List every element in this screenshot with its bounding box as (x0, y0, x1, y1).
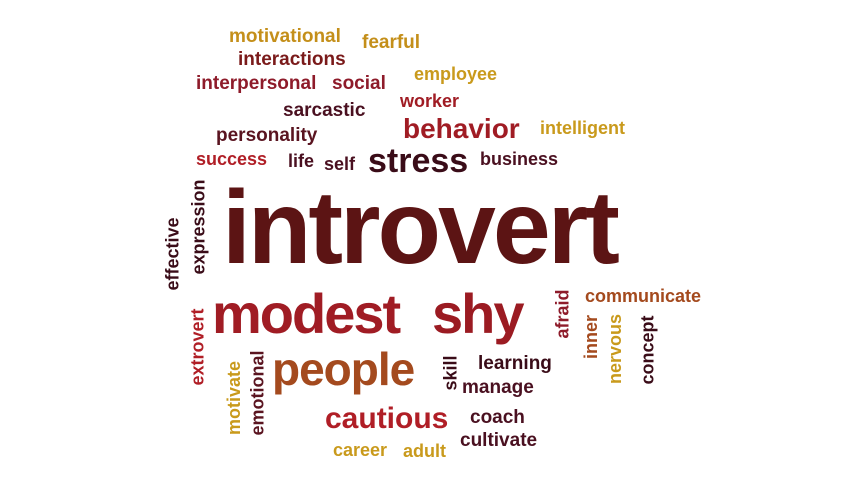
word-learning: learning (478, 353, 552, 374)
word-effective: effective (162, 217, 183, 291)
word-inner: inner (581, 314, 602, 360)
word-afraid: afraid (552, 289, 573, 339)
word-interpersonal: interpersonal (196, 73, 317, 94)
word-employee: employee (414, 64, 498, 84)
word-adult: adult (403, 441, 446, 461)
word-nervous: nervous (605, 313, 626, 385)
word-motivational: motivational (229, 26, 341, 47)
word-behavior: behavior (403, 113, 520, 144)
word-skill: skill (440, 355, 461, 391)
word-life: life (288, 151, 315, 171)
word-coach: coach (470, 407, 525, 428)
word-shy: shy (432, 282, 524, 345)
word-emotional: emotional (247, 350, 268, 436)
word-expression: expression (188, 179, 209, 275)
word-cultivate: cultivate (460, 430, 538, 451)
word-communicate: communicate (585, 286, 702, 306)
word-success: success (196, 149, 268, 169)
word-stress: stress (368, 142, 469, 180)
word-motivate: motivate (224, 360, 245, 436)
word-modest: modest (212, 282, 401, 345)
word-concept: concept (637, 315, 658, 385)
word-social: social (332, 73, 386, 94)
word-worker: worker (400, 91, 460, 111)
word-fearful: fearful (362, 32, 421, 53)
word-cautious: cautious (325, 402, 449, 435)
word-self: self (324, 154, 356, 174)
word-sarcastic: sarcastic (283, 100, 366, 121)
word-introvert: introvert (222, 170, 620, 286)
word-people: people (272, 343, 415, 395)
word-manage: manage (462, 377, 534, 398)
word-interactions: interactions (238, 49, 346, 70)
word-career: career (333, 440, 388, 460)
word-intelligent: intelligent (540, 118, 625, 138)
word-business: business (480, 149, 559, 169)
word-personality: personality (216, 125, 318, 146)
word-extrovert: extrovert (187, 308, 208, 386)
